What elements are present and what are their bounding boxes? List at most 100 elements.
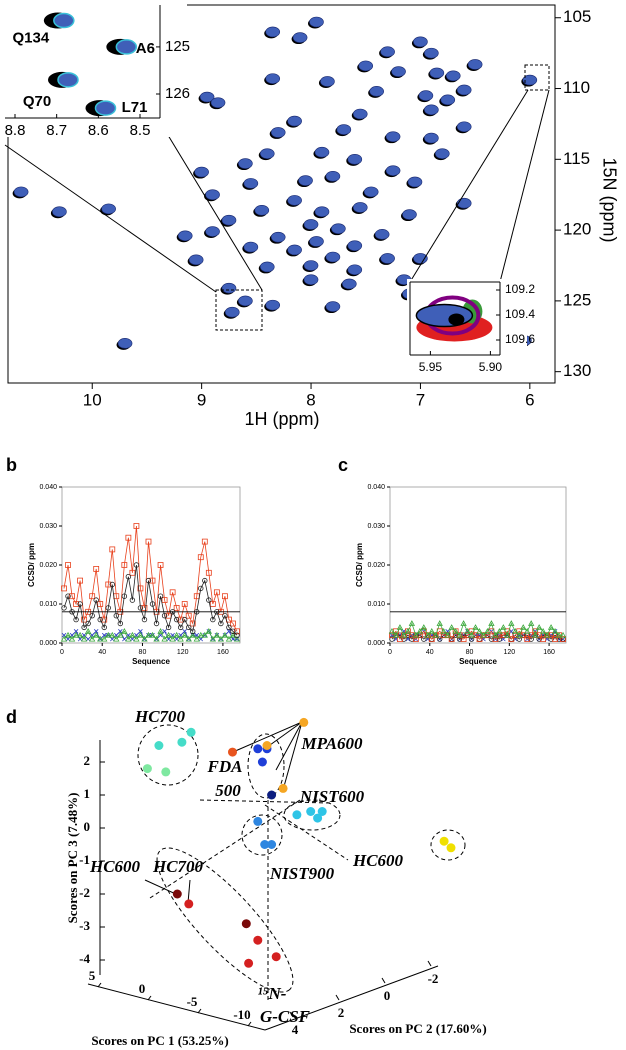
peak [380,253,395,264]
marker [138,629,143,634]
peak [238,295,253,307]
marker [560,636,566,642]
peak [287,115,302,127]
marker [206,597,212,603]
marker [60,635,68,642]
x-tick-label: 0 [388,649,392,656]
group-outline [241,814,283,856]
peak [292,32,308,43]
marker [137,605,144,611]
marker [531,631,539,638]
marker [161,613,168,619]
point [257,757,267,767]
y-tick-label: 120 [563,220,591,239]
marker [468,631,475,638]
marker [492,631,499,638]
x-tick-label: 160 [217,649,229,656]
peak [314,206,330,217]
leader [269,721,303,746]
marker [61,585,67,592]
peak [101,203,116,215]
z-tick-label: -3 [79,918,90,933]
peak [309,236,324,247]
marker [488,636,495,642]
marker [496,636,503,642]
marker [149,601,156,607]
peak-label: L71 [122,99,148,116]
marker [202,577,208,584]
marker [185,612,192,619]
marker [73,601,79,607]
marker [397,636,403,642]
series-line [391,630,564,640]
marker [77,636,83,642]
marker [97,635,104,642]
marker [77,577,84,584]
marker [105,581,112,588]
inset-y-tick-label: 109.2 [505,282,535,296]
inset-x-tick-label: 5.90 [479,360,503,374]
group-label: G-CSF [260,1007,311,1026]
marker [81,616,88,623]
peak [314,146,330,158]
marker [456,631,463,638]
marker [141,635,148,642]
peak [210,97,226,108]
y-tick [427,960,432,967]
marker [181,631,188,638]
x-tick [97,982,102,988]
marker [129,569,136,576]
group-label: HC700 [152,857,204,876]
peak [221,282,237,294]
peak [467,59,483,70]
inset-peak [57,72,79,88]
peak [363,186,379,198]
y-tick-label: 0 [384,988,391,1003]
x-tick-label: 120 [177,649,189,656]
marker [65,562,71,568]
marker [145,577,152,584]
point [172,889,182,899]
marker [153,620,160,627]
marker [436,620,443,626]
marker [157,627,164,634]
marker [89,613,95,619]
y-tick-label: 0.010 [39,601,57,608]
marker [121,627,128,634]
marker [559,631,567,638]
group-outline [156,847,294,993]
marker [197,554,204,561]
point [299,717,309,727]
marker [178,632,183,638]
marker [209,635,217,642]
marker [444,631,451,638]
y-tick-label: 0.010 [367,601,385,608]
marker [97,601,104,607]
marker [141,616,148,623]
peak [52,206,67,217]
peak [325,171,341,182]
leader [4,144,217,293]
y-tick-label: 0.040 [39,484,57,491]
marker [452,627,459,634]
marker [125,534,132,541]
peak [385,165,401,176]
peak [522,74,538,86]
plot-frame [389,486,567,644]
marker [476,636,483,642]
y-tick [381,977,386,984]
x-tick-label: -5 [187,994,198,1009]
marker [85,620,91,627]
y-tick-label: 130 [563,361,591,380]
point [260,840,270,849]
marker [122,636,127,642]
marker [89,593,96,600]
marker [218,620,224,627]
marker [492,636,499,642]
marker [173,616,180,623]
peak [424,47,439,59]
peak [331,223,346,234]
marker [64,631,72,638]
inset-peak [53,12,75,29]
peak [303,260,319,271]
